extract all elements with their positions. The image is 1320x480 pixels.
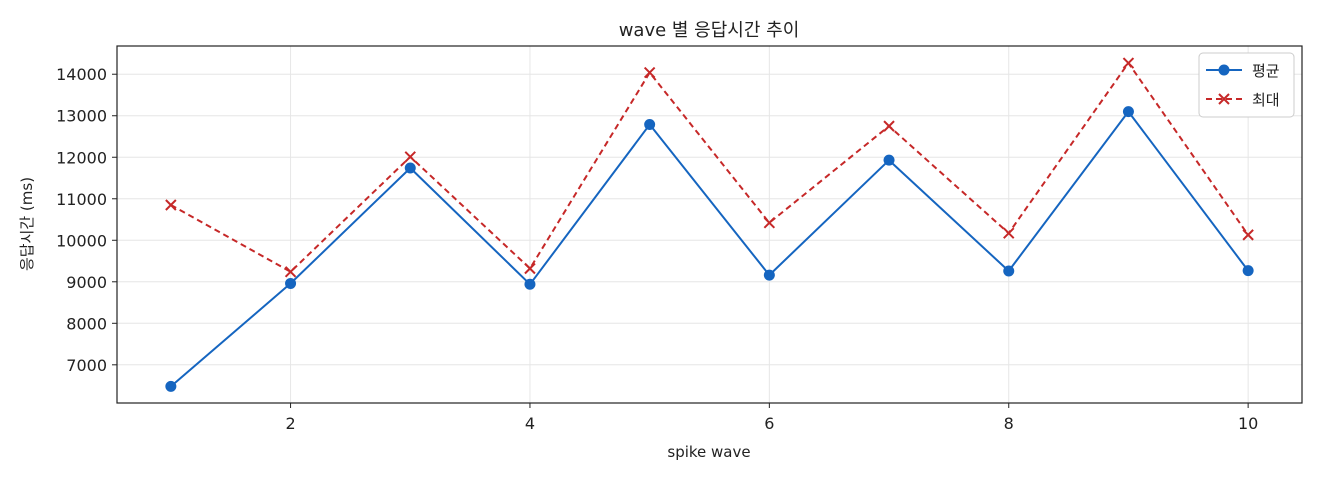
y-tick-label: 10000 (56, 231, 107, 250)
series-layer (165, 57, 1254, 392)
y-axis-label: 응답시간 (ms) (18, 177, 36, 271)
series-1-point (1003, 265, 1015, 277)
legend: 평균 최대 (1198, 52, 1295, 118)
series-2-point (763, 217, 776, 229)
chart-title: wave 별 응답시간 추이 (619, 20, 800, 41)
y-tick-label: 11000 (56, 190, 107, 209)
x-tick-label: 2 (285, 414, 295, 433)
y-tick-label: 13000 (56, 107, 107, 126)
legend-label-avg: 평균 (1252, 62, 1280, 80)
x-tick-label: 6 (764, 414, 774, 433)
series-2-point (404, 151, 416, 163)
grid (117, 46, 1302, 403)
tick-layer: 2 4 6 8 10 7000 8000 9000 10000 11000 12000 13000 14… (56, 65, 1258, 433)
series-1-point (404, 162, 416, 174)
series-1-point (883, 154, 895, 166)
series-1-point (165, 380, 177, 392)
y-tick-label: 12000 (56, 148, 107, 167)
series-2-point (284, 266, 297, 278)
series-2-point (165, 199, 177, 211)
legend-marker-avg (1218, 64, 1230, 76)
legend-box (1198, 52, 1295, 118)
y-tick-label: 14000 (56, 65, 107, 84)
series-1-point (1122, 106, 1134, 118)
series-2-point (643, 66, 656, 79)
series-1-point (524, 278, 536, 290)
series-2-point (524, 262, 536, 275)
y-tick-label: 7000 (66, 356, 107, 375)
series-1-point (644, 118, 656, 130)
series-line-2 (170, 62, 1249, 273)
x-axis-label: spike wave (667, 443, 750, 461)
legend-label-max: 최대 (1252, 91, 1280, 109)
series-1-point (763, 269, 775, 281)
x-tick-label: 4 (525, 414, 535, 433)
x-tick-label: 10 (1238, 414, 1258, 433)
y-tick-label: 8000 (66, 314, 107, 333)
series-line-1 (170, 110, 1249, 388)
series-2-point (1003, 227, 1015, 239)
x-tick-label: 8 (1004, 414, 1014, 433)
series-2-point (1242, 229, 1254, 241)
series-1-point (1242, 265, 1254, 277)
series-2-point (1122, 57, 1135, 69)
y-tick-label: 9000 (66, 273, 107, 292)
series-1-point (285, 277, 297, 289)
series-2-point (883, 120, 895, 132)
plot-frame (116, 45, 1303, 404)
legend-marker-max (1218, 93, 1230, 105)
